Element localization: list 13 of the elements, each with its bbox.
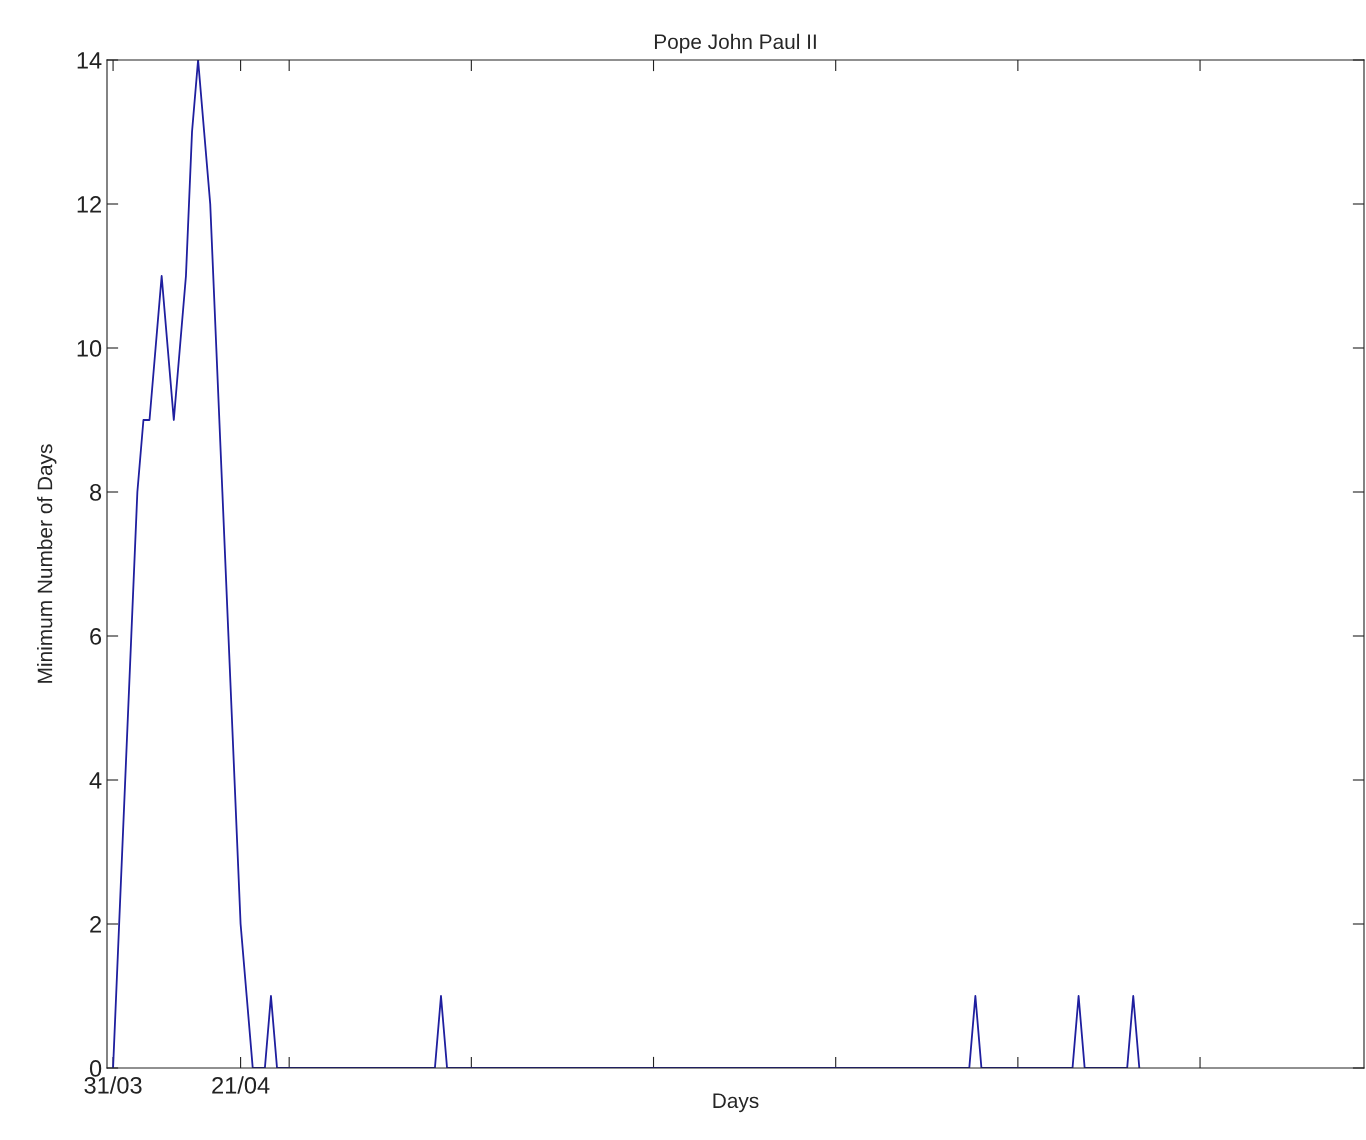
y-axis-title: Minimum Number of Days <box>37 444 57 683</box>
x-tick-label: 31/03 <box>84 1076 142 1094</box>
y-tick-label: 10 <box>77 340 102 357</box>
y-tick-label: 6 <box>90 628 102 645</box>
y-tick-label: 8 <box>90 484 102 501</box>
x-axis-title: Days <box>713 1093 759 1113</box>
x-tick-label: 21/04 <box>212 1076 270 1094</box>
y-tick-label: 0 <box>89 1060 102 1077</box>
y-tick-label: 14 <box>77 52 102 69</box>
chart-title: Pope John Paul II <box>654 33 816 54</box>
y-tick-label: 4 <box>89 772 102 789</box>
y-tick-label: 12 <box>77 196 101 213</box>
y-tick-label: 2 <box>90 916 101 933</box>
